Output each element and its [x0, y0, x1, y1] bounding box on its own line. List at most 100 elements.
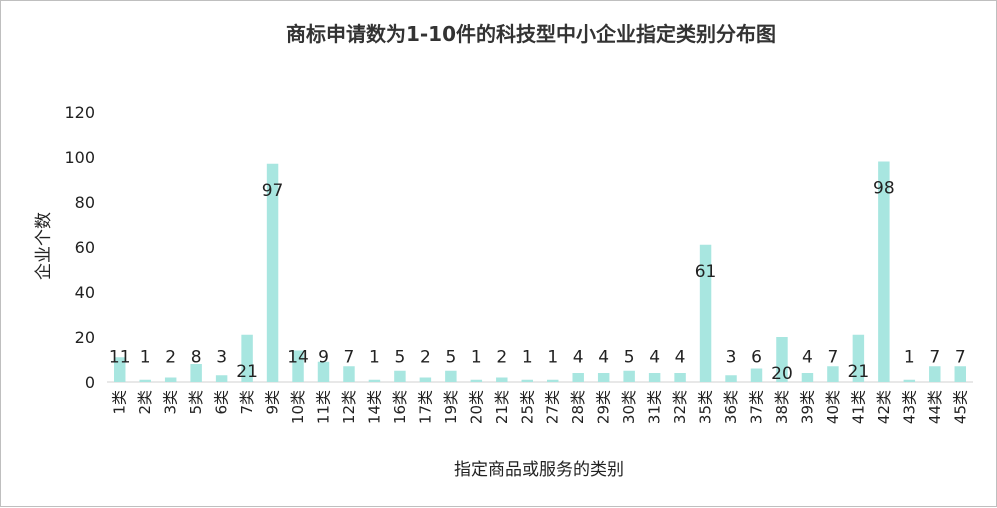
data-label: 98 — [873, 179, 895, 199]
data-label: 9 — [318, 348, 329, 368]
data-label: 8 — [191, 348, 202, 368]
bar — [674, 373, 686, 382]
category-label: 16类 — [391, 390, 409, 424]
bar — [445, 370, 457, 382]
bar — [648, 373, 661, 382]
data-label: 2 — [165, 348, 176, 368]
data-label: 1 — [522, 348, 533, 368]
category-label: 39类 — [798, 390, 816, 424]
data-label: 4 — [649, 348, 660, 368]
bar — [317, 361, 330, 382]
data-label: 3 — [726, 348, 737, 368]
data-label: 7 — [344, 348, 355, 368]
category-label: 9类 — [264, 390, 282, 415]
category-label: 32类 — [671, 390, 689, 424]
data-label: 5 — [445, 348, 456, 368]
data-label: 7 — [929, 348, 940, 368]
bar — [164, 377, 177, 382]
category-label: 38类 — [773, 390, 791, 424]
data-label: 14 — [287, 348, 309, 368]
category-label: 19类 — [442, 390, 460, 424]
category-label: 41类 — [849, 390, 867, 424]
category-labels: 1类 2类 3类 5类 6类 7类 9类 10类 11类 12类 14类 16类 17类 19类 20类 21… — [111, 390, 970, 424]
y-tick-label: 20 — [75, 328, 95, 347]
bar — [954, 366, 966, 382]
bar — [241, 334, 253, 382]
bar — [368, 379, 381, 382]
category-label: 29类 — [595, 390, 613, 424]
data-label: 7 — [955, 348, 966, 368]
category-label: 40类 — [824, 390, 842, 424]
chart-title: 商标申请数为1-10件的科技型中小企业指定类别分布图 — [286, 22, 776, 46]
category-label: 17类 — [416, 390, 434, 424]
bar — [929, 366, 941, 382]
category-label: 5类 — [187, 390, 205, 415]
data-label: 2 — [496, 348, 507, 368]
bar — [776, 337, 788, 382]
data-label: 4 — [802, 348, 813, 368]
category-label: 44类 — [926, 390, 944, 424]
category-label: 25类 — [518, 390, 536, 424]
data-label: 4 — [675, 348, 686, 368]
bar — [419, 377, 432, 382]
category-label: 35类 — [697, 390, 715, 424]
bar — [292, 350, 304, 382]
bar — [725, 375, 737, 382]
category-label: 45类 — [951, 390, 969, 424]
data-label: 97 — [262, 181, 284, 201]
y-tick-label: 40 — [75, 283, 95, 302]
category-label: 6类 — [213, 390, 231, 415]
bar — [266, 163, 279, 382]
category-label: 10类 — [289, 390, 307, 424]
category-label: 12类 — [340, 390, 358, 424]
data-label: 1 — [140, 348, 151, 368]
data-label: 11 — [109, 348, 131, 368]
category-label: 14类 — [365, 390, 383, 424]
bar — [139, 379, 151, 382]
bar — [215, 375, 228, 382]
category-label: 11类 — [315, 390, 333, 424]
bar — [572, 373, 584, 382]
data-label: 3 — [216, 348, 227, 368]
category-label: 37类 — [748, 390, 766, 424]
category-label: 36类 — [722, 390, 740, 424]
category-label: 7类 — [238, 390, 256, 415]
data-label: 6 — [751, 348, 762, 368]
category-label: 2类 — [136, 390, 154, 415]
data-label: 7 — [827, 348, 838, 368]
data-label: 1 — [369, 348, 380, 368]
category-label: 21类 — [493, 390, 511, 424]
y-tick-label: 80 — [75, 193, 95, 212]
data-label: 4 — [573, 348, 584, 368]
category-label: 42类 — [875, 390, 893, 424]
category-label: 31类 — [646, 390, 664, 424]
y-axis-ticks: 0 20 40 60 80 100 120 — [64, 103, 95, 392]
bar — [623, 370, 635, 382]
data-label: 1 — [547, 348, 558, 368]
bar — [903, 379, 916, 382]
category-label: 43类 — [900, 390, 918, 424]
data-label: 5 — [394, 348, 405, 368]
data-label: 5 — [624, 348, 635, 368]
category-label: 20类 — [467, 390, 485, 424]
data-label: 4 — [598, 348, 609, 368]
bar — [878, 161, 890, 382]
y-tick-label: 100 — [64, 148, 95, 167]
category-label: 28类 — [569, 390, 587, 424]
category-label: 27类 — [544, 390, 562, 424]
bar — [547, 379, 559, 382]
data-label: 20 — [771, 364, 793, 384]
x-axis-title: 指定商品或服务的类别 — [454, 460, 624, 480]
bar — [394, 370, 406, 382]
bar — [827, 366, 839, 382]
y-tick-label: 120 — [64, 103, 95, 122]
bar — [597, 373, 610, 382]
bar — [852, 334, 865, 382]
data-label: 2 — [420, 348, 431, 368]
category-label: 1类 — [111, 390, 129, 415]
bars — [114, 161, 966, 382]
y-tick-label: 0 — [85, 373, 95, 392]
